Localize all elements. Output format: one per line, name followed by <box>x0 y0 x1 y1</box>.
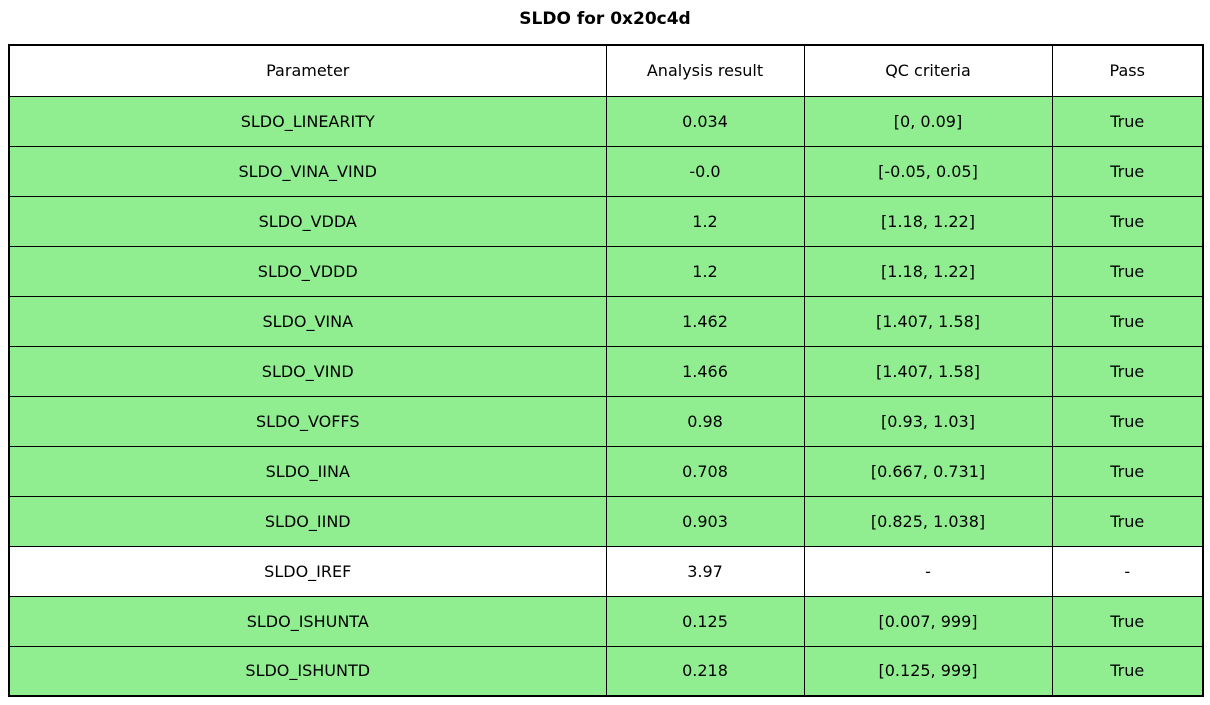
table-row: SLDO_VIND 1.466 [1.407, 1.58] True <box>8 345 1204 397</box>
cell-criteria: [0.93, 1.03] <box>803 395 1053 447</box>
table-row: SLDO_VDDD 1.2 [1.18, 1.22] True <box>8 245 1204 297</box>
cell-pass: True <box>1051 295 1204 347</box>
cell-criteria: [0, 0.09] <box>803 95 1053 147</box>
table-row: SLDO_IINA 0.708 [0.667, 0.731] True <box>8 445 1204 497</box>
cell-criteria: [1.18, 1.22] <box>803 245 1053 297</box>
cell-pass: True <box>1051 395 1204 447</box>
cell-criteria: [0.667, 0.731] <box>803 445 1053 497</box>
cell-parameter: SLDO_ISHUNTA <box>8 595 607 647</box>
cell-result: 0.98 <box>605 395 805 447</box>
cell-criteria: [1.407, 1.58] <box>803 345 1053 397</box>
cell-result: 0.034 <box>605 95 805 147</box>
cell-pass: True <box>1051 445 1204 497</box>
cell-parameter: SLDO_IREF <box>8 545 607 597</box>
cell-parameter: SLDO_ISHUNTD <box>8 645 607 697</box>
cell-parameter: SLDO_IINA <box>8 445 607 497</box>
cell-parameter: SLDO_IIND <box>8 495 607 547</box>
table-row: SLDO_VINA 1.462 [1.407, 1.58] True <box>8 295 1204 347</box>
cell-pass: True <box>1051 495 1204 547</box>
col-header-pass: Pass <box>1051 44 1204 97</box>
col-header-parameter: Parameter <box>8 44 607 97</box>
cell-parameter: SLDO_VINA <box>8 295 607 347</box>
table-body: SLDO_LINEARITY 0.034 [0, 0.09] True SLDO_VIN… <box>8 95 1204 697</box>
cell-result: 1.466 <box>605 345 805 397</box>
table-row: SLDO_ISHUNTA 0.125 [0.007, 999] True <box>8 595 1204 647</box>
cell-criteria: [-0.05, 0.05] <box>803 145 1053 197</box>
cell-pass: - <box>1051 545 1204 597</box>
cell-pass: True <box>1051 145 1204 197</box>
cell-parameter: SLDO_VDDA <box>8 195 607 247</box>
header-row: Parameter Analysis result QC criteria Pa… <box>8 44 1204 97</box>
cell-pass: True <box>1051 595 1204 647</box>
cell-parameter: SLDO_VOFFS <box>8 395 607 447</box>
cell-result: 1.462 <box>605 295 805 347</box>
cell-criteria: - <box>803 545 1053 597</box>
table-row: SLDO_IREF 3.97- - <box>8 545 1204 597</box>
cell-parameter: SLDO_VIND <box>8 345 607 397</box>
cell-parameter: SLDO_VINA_VIND <box>8 145 607 197</box>
col-header-qc-criteria: QC criteria <box>803 44 1053 97</box>
cell-result: 3.97 <box>605 545 805 597</box>
cell-criteria: [0.007, 999] <box>803 595 1053 647</box>
cell-pass: True <box>1051 345 1204 397</box>
table-row: SLDO_VDDA 1.2 [1.18, 1.22] True <box>8 195 1204 247</box>
table-row: SLDO_ISHUNTD 0.218 [0.125, 999] True <box>8 645 1204 697</box>
table-row: SLDO_IIND 0.903 [0.825, 1.038] True <box>8 495 1204 547</box>
cell-result: 1.2 <box>605 195 805 247</box>
cell-criteria: [1.407, 1.58] <box>803 295 1053 347</box>
cell-parameter: SLDO_LINEARITY <box>8 95 607 147</box>
cell-pass: True <box>1051 645 1204 697</box>
cell-parameter: SLDO_VDDD <box>8 245 607 297</box>
cell-pass: True <box>1051 95 1204 147</box>
table-row: SLDO_LINEARITY 0.034 [0, 0.09] True <box>8 95 1204 147</box>
table-row: SLDO_VOFFS 0.98 [0.93, 1.03] True <box>8 395 1204 447</box>
cell-result: 0.903 <box>605 495 805 547</box>
cell-result: -0.0 <box>605 145 805 197</box>
page-title: SLDO for 0x20c4d <box>519 9 691 29</box>
cell-result: 0.218 <box>605 645 805 697</box>
cell-result: 0.708 <box>605 445 805 497</box>
cell-pass: True <box>1051 195 1204 247</box>
cell-criteria: [0.125, 999] <box>803 645 1053 697</box>
col-header-analysis-result: Analysis result <box>605 44 805 97</box>
table-row: SLDO_VINA_VIND -0.0 [-0.05, 0.05] True <box>8 145 1204 197</box>
cell-result: 0.125 <box>605 595 805 647</box>
qc-results-table: Parameter Analysis result QC criteria Pa… <box>8 44 1204 697</box>
cell-criteria: [0.825, 1.038] <box>803 495 1053 547</box>
cell-pass: True <box>1051 245 1204 297</box>
cell-criteria: [1.18, 1.22] <box>803 195 1053 247</box>
cell-result: 1.2 <box>605 245 805 297</box>
